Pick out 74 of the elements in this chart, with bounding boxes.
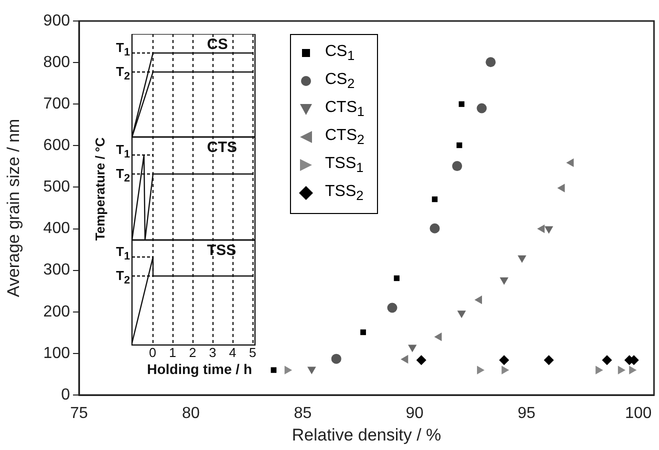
y-tick-label: 100 <box>43 344 70 362</box>
y-tick-label: 200 <box>43 303 70 320</box>
annotation: 4 <box>229 345 236 360</box>
x-axis-title: Relative density / % <box>292 425 442 444</box>
point <box>400 354 408 364</box>
point <box>408 344 417 352</box>
point <box>434 332 442 342</box>
legend-label: TSS$_{2}$ <box>325 182 364 204</box>
x-tick-label: 95 <box>518 405 536 422</box>
point <box>430 223 440 234</box>
y-tick-label: 500 <box>43 178 70 196</box>
x-tick-label: 100 <box>624 405 652 422</box>
y-tick-label: 300 <box>43 262 70 279</box>
annotation: 1 <box>169 345 176 360</box>
point <box>557 184 565 192</box>
legend-label: CTS$_{2}$ <box>325 126 364 148</box>
point <box>394 275 400 282</box>
point <box>544 226 554 234</box>
annotation: 0 <box>149 345 156 360</box>
point <box>270 367 276 373</box>
point <box>432 196 438 202</box>
y-tick-label: 700 <box>43 96 70 113</box>
annotation: Temperature / °C <box>92 137 108 241</box>
annotation: T$_{2}$ <box>116 268 130 287</box>
point <box>537 224 545 234</box>
point <box>360 329 366 336</box>
point <box>596 366 604 374</box>
point <box>476 366 484 374</box>
annotation: T$_{2}$ <box>116 166 130 185</box>
x-tick-label: 85 <box>294 405 312 422</box>
y-tick-label: 400 <box>43 220 70 238</box>
legend-label: CS$_{1}$ <box>325 42 355 64</box>
annotation: T$_{1}$ <box>116 40 130 59</box>
point <box>474 296 482 304</box>
annotation: CS <box>207 36 228 53</box>
point <box>416 355 426 366</box>
x-tick-label: 75 <box>70 405 88 422</box>
legend-label: TSS$_{1}$ <box>325 154 364 176</box>
point <box>458 101 464 107</box>
point <box>457 310 466 318</box>
point <box>499 355 510 366</box>
annotation: Holding time / h <box>147 361 252 377</box>
annotation: 3 <box>209 345 216 360</box>
legend-label: CTS$_{1}$ <box>325 98 364 120</box>
point <box>456 142 462 148</box>
y-tick-label: 900 <box>43 12 70 30</box>
annotation: TSS <box>207 242 236 259</box>
point <box>307 366 316 374</box>
point <box>331 354 342 364</box>
point <box>629 366 637 374</box>
y-axis-title: Average grain size / nm <box>4 118 23 298</box>
annotation: 2 <box>189 345 196 360</box>
legend-label: CS$_{2}$ <box>325 70 355 92</box>
point <box>544 355 554 366</box>
x-tick-label: 80 <box>182 405 200 422</box>
point <box>566 158 574 168</box>
annotation: T$_{1}$ <box>116 244 130 263</box>
annotation: T$_{1}$ <box>116 142 130 161</box>
point <box>602 355 612 366</box>
y-tick-label: 0 <box>61 386 70 404</box>
point <box>387 302 398 313</box>
point <box>476 103 487 114</box>
point <box>486 57 496 68</box>
annotation: 5 <box>249 345 256 360</box>
annotation: CTS <box>207 139 237 156</box>
point <box>452 161 462 172</box>
point <box>518 255 526 263</box>
y-tick-label: 800 <box>43 54 70 71</box>
annotation: T$_{2}$ <box>116 64 130 83</box>
point <box>500 277 508 285</box>
x-tick-label: 90 <box>406 405 424 422</box>
y-tick-label: 600 <box>43 137 70 154</box>
point <box>502 366 510 374</box>
point <box>618 366 626 374</box>
